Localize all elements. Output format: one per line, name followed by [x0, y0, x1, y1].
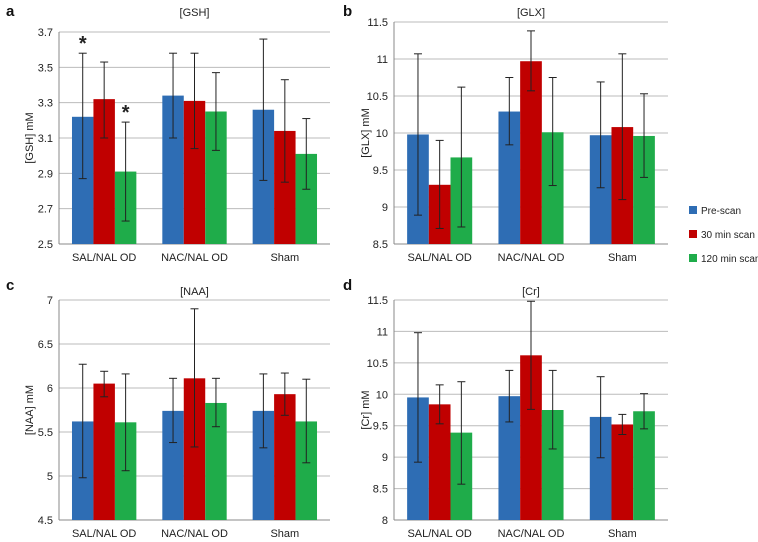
x-tick-label: NAC/NAL OD — [161, 528, 228, 540]
bar[interactable] — [274, 394, 296, 520]
y-tick-label: 3.5 — [38, 62, 53, 74]
bar[interactable] — [589, 135, 612, 244]
y-tick-label: 11.5 — [367, 17, 388, 29]
y-tick-label: 7 — [47, 295, 53, 307]
x-tick-label: Sham — [608, 252, 637, 264]
y-tick-label: 5.5 — [38, 427, 53, 439]
y-tick-label: 8.5 — [373, 239, 388, 251]
x-tick-label: SAL/NAL OD — [407, 528, 471, 540]
y-axis-label: [GLX] mM — [360, 108, 372, 158]
y-tick-label: 3.3 — [38, 98, 53, 110]
bar[interactable] — [633, 135, 655, 244]
x-tick-label: Sham — [608, 528, 637, 540]
bar[interactable] — [611, 424, 634, 520]
y-tick-label: 6 — [47, 383, 53, 395]
panel-letter: c — [6, 277, 14, 294]
y-tick-label: 9.5 — [373, 165, 388, 177]
panel-b: b [GLX] [GLX] mM 8.5 9 9.5 10 10.5 11 11.5 SAL/NAL… — [343, 3, 668, 264]
x-tick-label: NAC/NAL OD — [498, 528, 565, 540]
bar[interactable] — [162, 410, 184, 520]
bar[interactable] — [252, 410, 275, 520]
x-tick-label: NAC/NAL OD — [498, 252, 565, 264]
y-tick-label: 6.5 — [38, 339, 53, 351]
legend: Pre-scan 30 min scan 120 min scan — [689, 206, 758, 265]
y-tick-label: 5 — [47, 471, 53, 483]
bar[interactable] — [428, 404, 451, 520]
significance-star: * — [122, 102, 130, 124]
chart-title: [NAA] — [180, 286, 209, 298]
y-tick-label: 9.5 — [373, 421, 388, 433]
x-tick-label: NAC/NAL OD — [161, 252, 228, 264]
bar[interactable] — [71, 116, 94, 244]
y-tick-label: 10 — [376, 389, 388, 401]
legend-swatch — [689, 206, 697, 214]
panel-d: d [Cr] [Cr] mM 8 8.5 9 9.5 10 10.5 11 11.5 SAL/NAL … — [343, 277, 668, 540]
y-tick-label: 2.5 — [38, 239, 53, 251]
bar[interactable] — [520, 355, 542, 520]
x-tick-label: SAL/NAL OD — [72, 252, 136, 264]
bar[interactable] — [183, 100, 206, 245]
bar[interactable] — [205, 402, 227, 520]
bar[interactable] — [498, 111, 521, 244]
legend-swatch — [689, 230, 697, 238]
y-axis-label: [GSH] mM — [24, 112, 36, 163]
bar[interactable] — [541, 410, 564, 520]
significance-star: * — [79, 33, 87, 55]
x-tick-label: SAL/NAL OD — [72, 528, 136, 540]
panel-letter: b — [343, 3, 352, 20]
bar[interactable] — [183, 378, 206, 520]
y-tick-label: 3.7 — [38, 27, 53, 39]
legend-label: 30 min scan — [701, 230, 755, 241]
chart-title: [GLX] — [517, 7, 545, 19]
y-tick-label: 9 — [382, 202, 388, 214]
bar[interactable] — [93, 99, 115, 244]
legend-label: 120 min scan — [701, 254, 758, 265]
y-tick-label: 10.5 — [367, 358, 388, 370]
chart-title: [Cr] — [522, 286, 540, 298]
bar[interactable] — [633, 411, 655, 520]
y-axis-label: [NAA] mM — [24, 385, 36, 435]
y-tick-label: 10.5 — [367, 91, 388, 103]
panel-c: c [NAA] [NAA] mM 4.5 5 5.5 6 6.5 7 SAL/NAL OD NAC/… — [6, 277, 330, 540]
legend-label: Pre-scan — [701, 206, 741, 217]
y-tick-label: 11 — [377, 54, 388, 66]
y-tick-label: 2.7 — [38, 204, 53, 216]
bar[interactable] — [274, 130, 296, 244]
bar[interactable] — [205, 111, 227, 245]
y-axis-label: [Cr] mM — [360, 390, 372, 429]
y-tick-label: 3.1 — [38, 133, 53, 145]
y-tick-label: 2.9 — [38, 168, 53, 180]
y-tick-label: 8 — [382, 515, 388, 527]
bar[interactable] — [541, 132, 564, 244]
panel-a: a [GSH] [GSH] mM 2.5 2.7 2.9 3.1 3.3 3.5 3.7 SAL/N… — [6, 3, 330, 264]
bar[interactable] — [295, 153, 318, 244]
panel-letter: a — [6, 3, 15, 20]
x-tick-label: Sham — [270, 252, 299, 264]
y-tick-label: 8.5 — [373, 484, 388, 496]
chart-title: [GSH] — [180, 7, 210, 19]
bar[interactable] — [520, 61, 542, 244]
legend-swatch — [689, 254, 697, 262]
y-tick-label: 4.5 — [38, 515, 53, 527]
panel-letter: d — [343, 277, 352, 294]
y-tick-label: 10 — [376, 128, 388, 140]
bar[interactable] — [589, 416, 612, 520]
y-tick-label: 11 — [377, 326, 388, 338]
bar[interactable] — [162, 95, 184, 244]
bar[interactable] — [295, 421, 318, 520]
x-tick-label: Sham — [270, 528, 299, 540]
y-tick-label: 11.5 — [367, 295, 388, 307]
bar[interactable] — [93, 383, 115, 520]
bar[interactable] — [498, 396, 521, 520]
y-tick-label: 9 — [382, 452, 388, 464]
x-tick-label: SAL/NAL OD — [407, 252, 471, 264]
